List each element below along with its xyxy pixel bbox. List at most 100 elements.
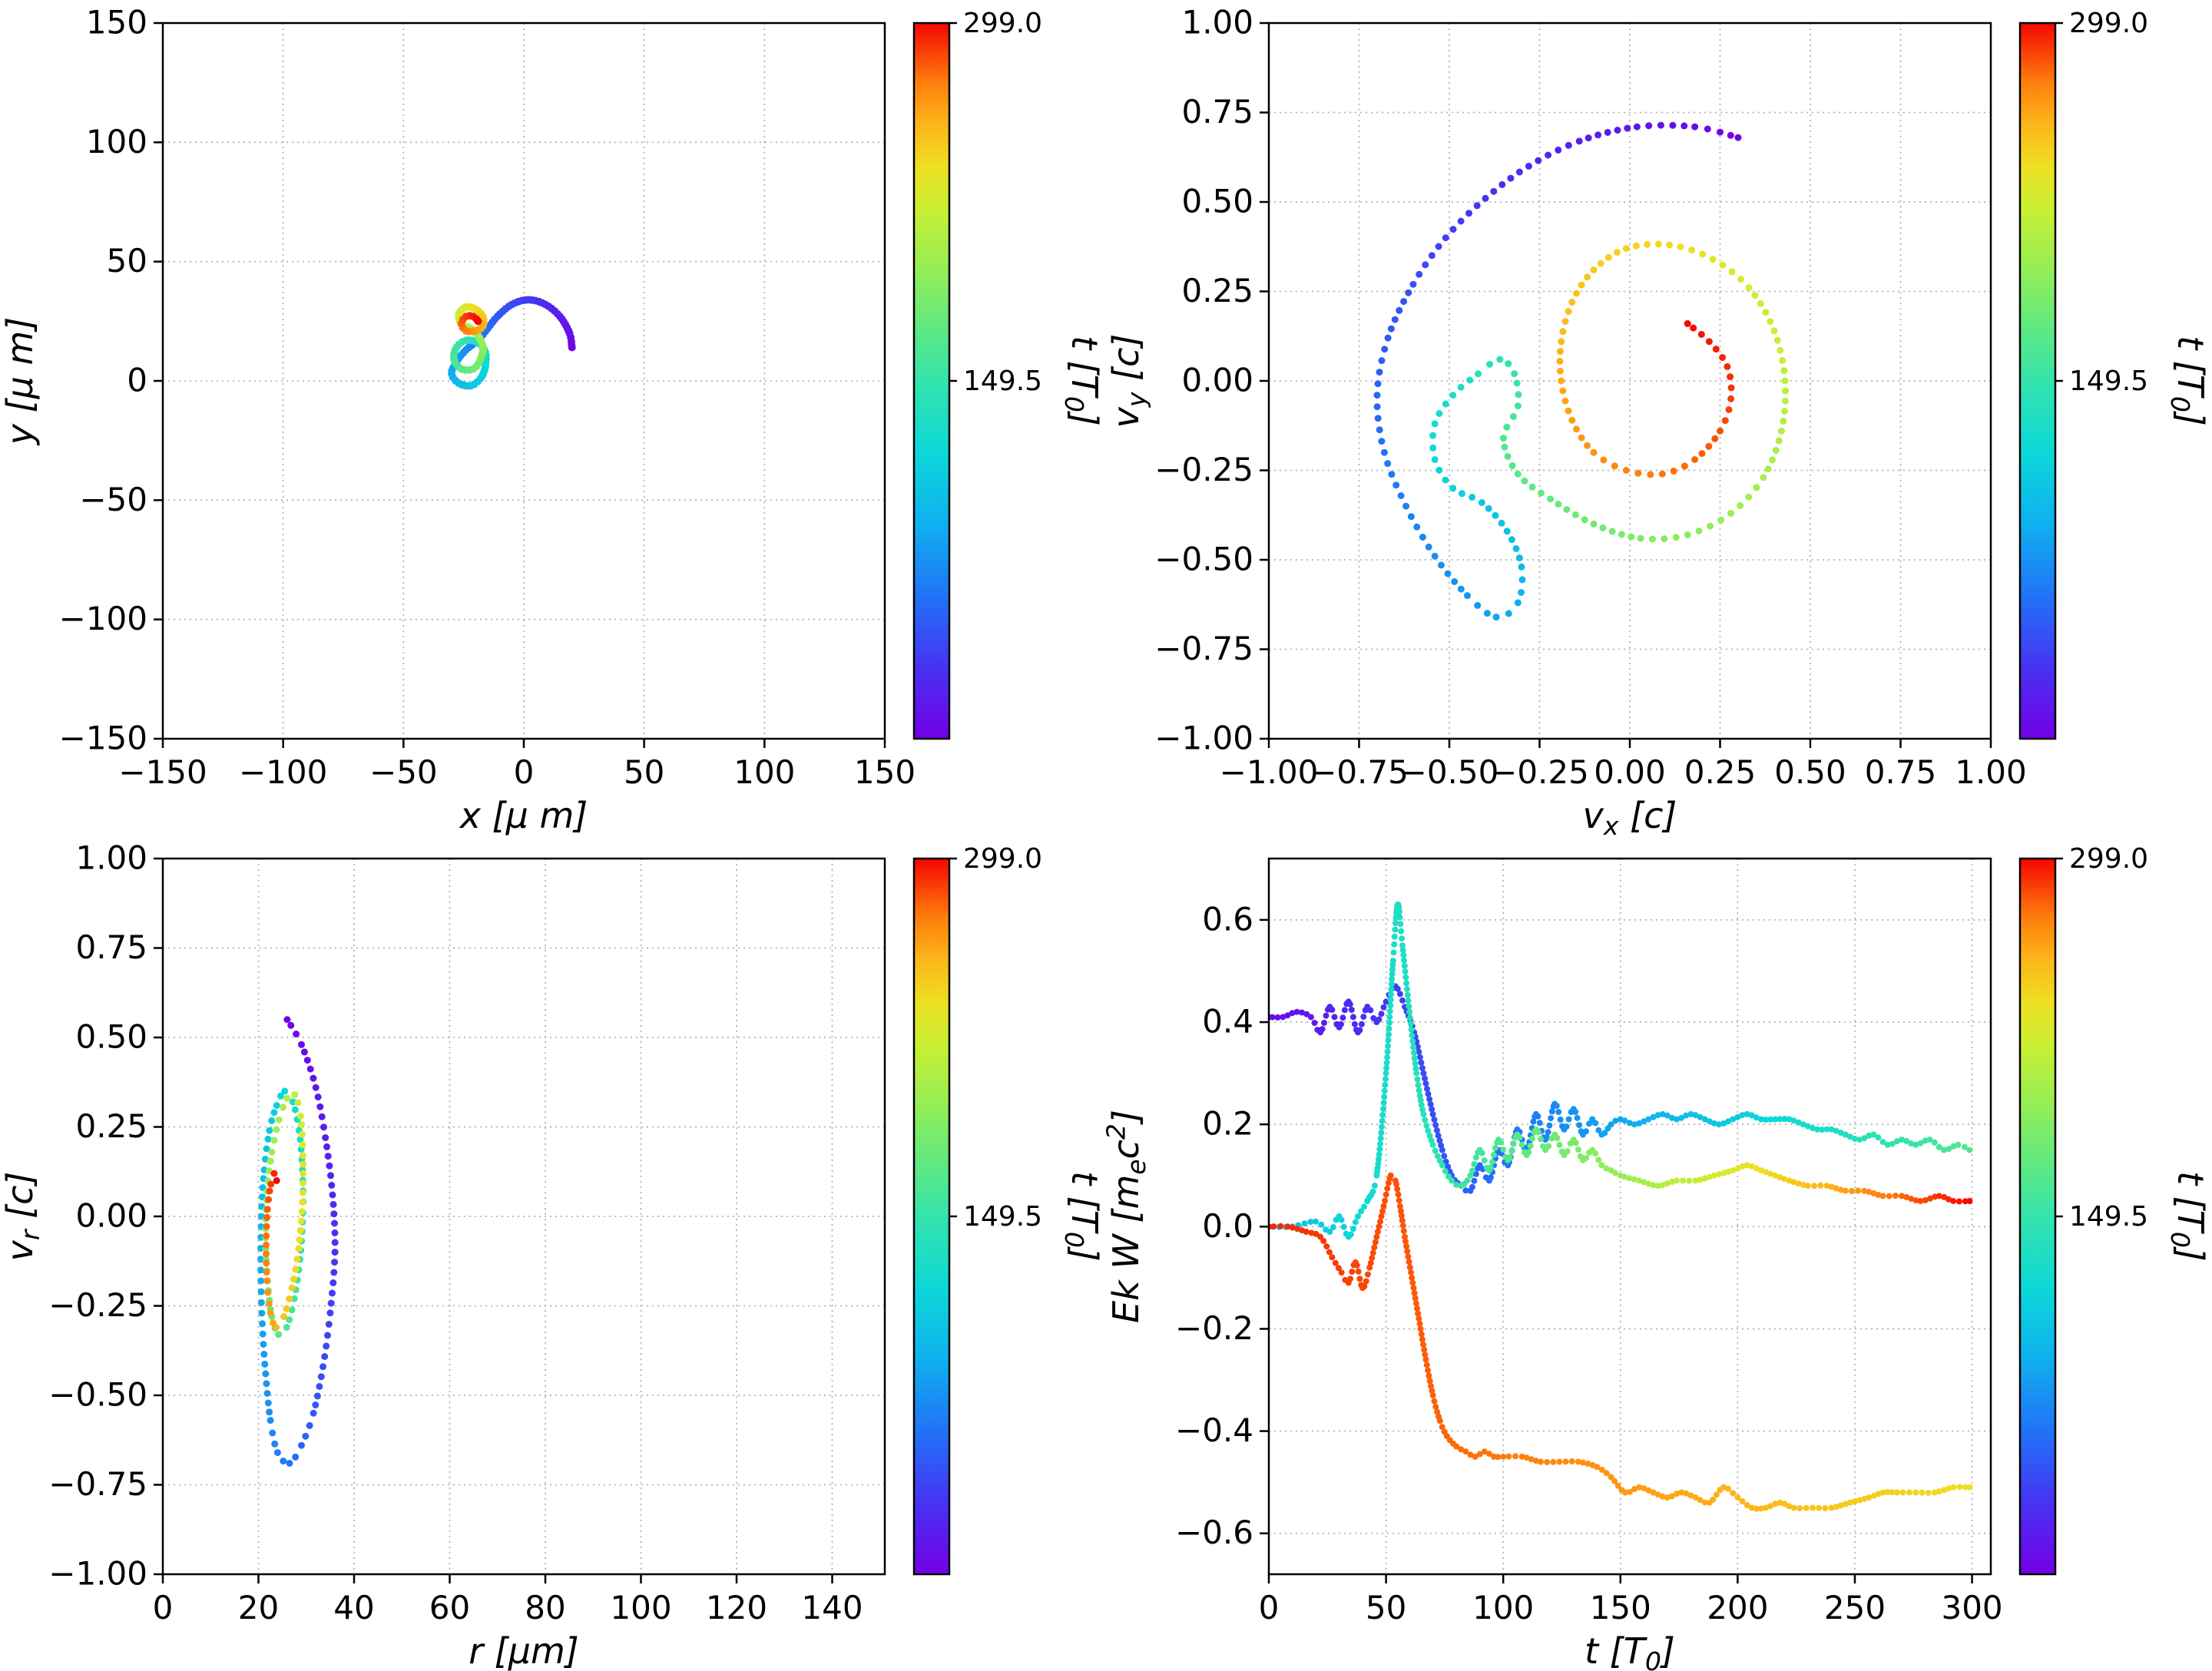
x-tick-label: 50: [624, 753, 664, 791]
x-tick-label: 200: [1707, 1589, 1768, 1626]
y-tick-label: −0.25: [48, 1286, 147, 1324]
x-tick-label: 250: [1824, 1589, 1886, 1626]
colorbar-label: t [T0]: [1059, 336, 1105, 426]
x-tick-label: 80: [525, 1589, 565, 1626]
tick-labels: −1.00−0.75−0.50−0.25 0.00 0.25 0.50 0.75 1.00…: [1154, 3, 2026, 791]
x-tick-label: 40: [333, 1589, 374, 1626]
y-tick-label: 0.6: [1202, 900, 1253, 938]
y-axis-label: y [μ m]: [0, 317, 41, 446]
colorbar-tick-label: 149.5: [963, 366, 1042, 397]
colorbar-label: t [T0]: [1059, 1171, 1105, 1262]
x-tick-label: −0.75: [1310, 753, 1409, 791]
colorbar: [2018, 857, 2057, 1576]
vxvy-phase-plot: −1.00−0.75−0.50−0.25 0.00 0.25 0.50 0.75 1.00…: [1105, 3, 2211, 841]
grid-lines: [162, 858, 885, 1575]
tick-marks: [154, 22, 886, 748]
colorbar-tick-label: 149.5: [963, 1201, 1042, 1233]
y-tick-label: 0.50: [1181, 182, 1253, 220]
x-tick-label: −150: [118, 753, 207, 791]
grid-lines: [1268, 859, 1991, 1574]
x-tick-label: −0.50: [1400, 753, 1499, 791]
colorbar-tick-label: 299.0: [2069, 8, 2148, 39]
tick-marks: [1260, 22, 1992, 748]
rvr-phase-plot: 0 20 40 60 80 100 120 140 −1.00 −0.75 −0.50 −0.25 0.…: [0, 839, 1105, 1671]
x-tick-label: 60: [429, 1589, 470, 1626]
x-tick-label: 0.25: [1684, 753, 1757, 791]
y-tick-label: 100: [86, 123, 147, 160]
x-tick-label: 100: [1472, 1589, 1534, 1626]
x-tick-label: 0: [514, 753, 535, 791]
colorbar: [2018, 22, 2057, 740]
y-tick-label: −150: [59, 719, 147, 756]
y-tick-label: 1.00: [75, 839, 147, 876]
y-tick-label: −1.00: [48, 1554, 147, 1592]
data-series: [1269, 901, 1973, 1512]
data-series: [1373, 121, 1790, 621]
y-tick-label: −0.75: [1154, 630, 1253, 667]
y-tick-label: −0.50: [48, 1375, 147, 1413]
x-tick-label: 120: [706, 1589, 767, 1626]
y-tick-label: 0.75: [75, 928, 147, 966]
x-tick-label: 20: [238, 1589, 279, 1626]
panel-xy-trajectory: −150 −100 −50 0 50 100 150 −150 −100 −50 0 50 100 150…: [0, 0, 1106, 836]
axes-frame: [1267, 857, 1992, 1576]
y-tick-label: 0.2: [1202, 1105, 1253, 1143]
x-tick-label: 0: [1259, 1589, 1280, 1626]
x-tick-label: 150: [854, 753, 916, 791]
x-tick-label: −0.25: [1490, 753, 1589, 791]
x-tick-label: −100: [239, 753, 327, 791]
x-tick-label: 100: [610, 1589, 671, 1626]
colorbar-tick-label: 299.0: [963, 8, 1042, 39]
y-tick-label: 0.25: [75, 1107, 147, 1145]
y-tick-label: 0.4: [1202, 1002, 1253, 1040]
x-axis-label: x [μ m]: [459, 795, 588, 836]
y-tick-label: 0.25: [1181, 272, 1253, 309]
y-tick-label: 50: [107, 242, 147, 280]
energy-time-plot: 0 50 100 150 200 250 300 −0.6 −0.4 −0.2 0.0 0.2 0.4 0…: [1101, 843, 2212, 1671]
x-tick-label: 140: [801, 1589, 863, 1626]
colorbar: [912, 22, 951, 740]
y-tick-label: −0.75: [48, 1465, 147, 1503]
x-tick-label: 1.00: [1955, 753, 2027, 791]
x-tick-label: 150: [1590, 1589, 1651, 1626]
tick-labels: −150 −100 −50 0 50 100 150 −150 −100 −50 0 50 100 150: [59, 3, 916, 791]
tick-marks: [1260, 918, 1973, 1583]
y-tick-label: 1.00: [1181, 3, 1253, 41]
data-series: [448, 296, 576, 390]
x-axis-label: r [μm]: [469, 1630, 579, 1671]
y-tick-label: −0.50: [1154, 540, 1253, 577]
colorbar-label: t [T0]: [2165, 336, 2211, 426]
y-tick-label: 0.0: [1202, 1207, 1253, 1245]
data-series: [257, 1016, 339, 1467]
y-tick-label: 0: [127, 361, 147, 399]
colorbar-tick-label: 299.0: [2069, 843, 2148, 875]
y-axis-label: vy [c]: [1106, 334, 1151, 429]
y-axis-label: vr [c]: [0, 1172, 45, 1262]
x-tick-label: 300: [1941, 1589, 2002, 1626]
grid-lines: [162, 22, 886, 740]
tick-labels: 0 50 100 150 200 250 300 −0.6 −0.4 −0.2 0.0 0.2 0.4 0…: [1175, 900, 2003, 1626]
tick-marks: [154, 857, 833, 1583]
y-tick-label: 0.50: [75, 1017, 147, 1055]
colorbar: [912, 857, 951, 1576]
tick-labels: 0 20 40 60 80 100 120 140 −1.00 −0.75 −0.50 −0.25 0.…: [48, 839, 863, 1626]
x-tick-label: 0.75: [1865, 753, 1937, 791]
x-tick-label: 100: [733, 753, 795, 791]
y-tick-label: −0.4: [1175, 1411, 1253, 1449]
colorbar-tick-label: 299.0: [963, 843, 1042, 875]
y-tick-label: −0.25: [1154, 451, 1253, 488]
y-tick-label: −0.6: [1175, 1514, 1253, 1551]
x-axis-label: vx [c]: [1583, 795, 1677, 836]
xy-trajectory-plot: −150 −100 −50 0 50 100 150 −150 −100 −50 0 50 100 150…: [0, 3, 1105, 836]
x-axis-label: t [T0]: [1584, 1630, 1675, 1671]
y-tick-label: −0.2: [1175, 1309, 1253, 1347]
y-tick-label: −50: [79, 481, 147, 518]
y-tick-label: 0.75: [1181, 93, 1253, 131]
y-tick-label: −1.00: [1154, 719, 1253, 756]
panel-energy-time: 0 50 100 150 200 250 300 −0.6 −0.4 −0.2 0.0 0.2 0.4 0…: [1101, 836, 2212, 1671]
x-tick-label: 50: [1366, 1589, 1406, 1626]
x-tick-label: 0.50: [1774, 753, 1846, 791]
y-tick-label: 0.00: [1181, 361, 1253, 399]
y-tick-label: 0.00: [75, 1196, 147, 1234]
